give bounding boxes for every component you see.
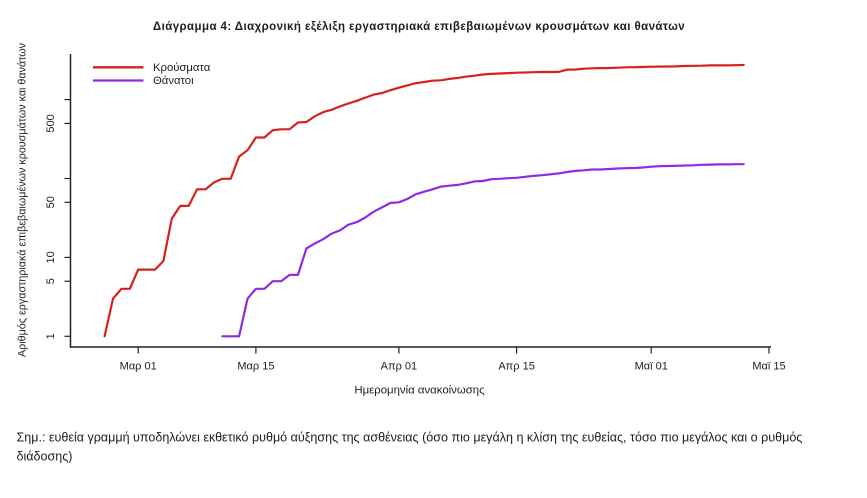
svg-text:Σημ.: ευθεία γραμμή υποδηλώνει: Σημ.: ευθεία γραμμή υποδηλώνει εκθετικό … — [17, 431, 803, 445]
svg-text:500: 500 — [45, 114, 57, 132]
svg-text:Μαϊ 15: Μαϊ 15 — [752, 361, 785, 373]
svg-text:50: 50 — [45, 196, 57, 208]
svg-text:Ημερομηνία ανακοίνωσης: Ημερομηνία ανακοίνωσης — [354, 385, 485, 397]
svg-text:Κρούσματα: Κρούσματα — [153, 62, 211, 74]
svg-text:Διάγραμμα 4: Διαχρονική εξέλιξ: Διάγραμμα 4: Διαχρονική εξέλιξη εργαστηρ… — [153, 21, 685, 33]
svg-text:1: 1 — [45, 333, 57, 339]
svg-text:Αριθμός εργαστηριακά επιβεβαιω: Αριθμός εργαστηριακά επιβεβαιωμένων κρου… — [17, 43, 29, 357]
svg-text:Απρ 15: Απρ 15 — [498, 361, 534, 373]
svg-text:5: 5 — [45, 278, 57, 284]
svg-text:10: 10 — [45, 251, 57, 263]
svg-text:διάδοσης): διάδοσης) — [17, 450, 73, 464]
svg-text:Μαρ 01: Μαρ 01 — [120, 361, 157, 373]
svg-text:Απρ 01: Απρ 01 — [381, 361, 417, 373]
svg-text:Μαρ 15: Μαρ 15 — [237, 361, 274, 373]
svg-text:Θάνατοι: Θάνατοι — [153, 75, 194, 87]
svg-text:Μαϊ 01: Μαϊ 01 — [635, 361, 668, 373]
